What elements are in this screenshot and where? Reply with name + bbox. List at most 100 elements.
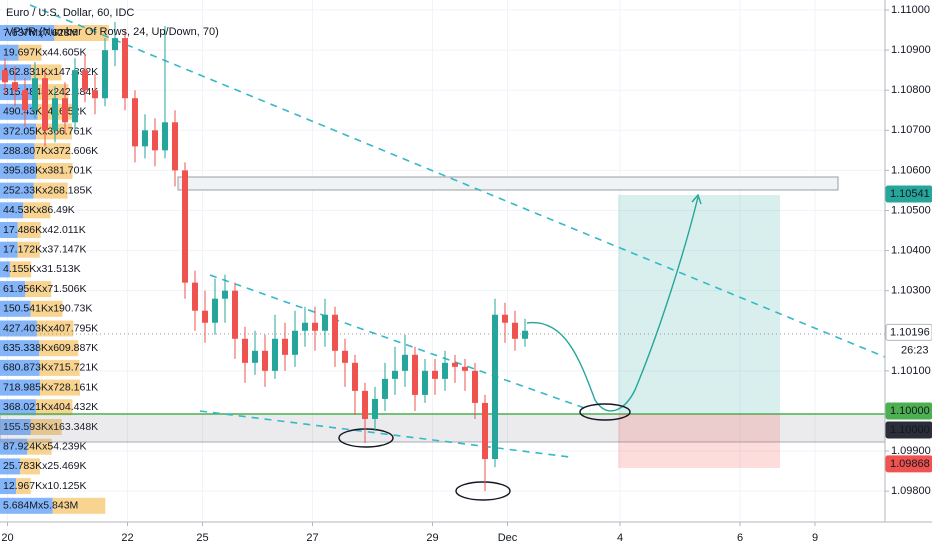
y-tick-label: 1.10700 (891, 124, 931, 136)
candle-body (302, 322, 308, 331)
y-tick-label: 1.10300 (891, 285, 931, 297)
volume-up (0, 359, 40, 376)
axes: 1.11000 1.10900 1.10800 1.10700 1.10600 1.105… (1, 4, 932, 544)
volume-up (0, 458, 20, 475)
volume-up (0, 44, 19, 61)
candle-body (512, 322, 518, 339)
candle-body (12, 82, 18, 91)
candle-body (382, 378, 388, 399)
candle-body (2, 70, 8, 83)
x-tick-label: 4 (617, 532, 623, 544)
volume-down (54, 25, 109, 41)
volume-label: 17.486Kx42.011K (3, 224, 86, 236)
candle-body (262, 350, 268, 371)
volume-label: 17.172Kx37.147K (3, 243, 87, 255)
candle-body (182, 170, 188, 283)
candle-body (252, 350, 258, 363)
candle-body (222, 290, 228, 299)
candles (2, 22, 528, 492)
target-zone (618, 195, 780, 414)
price-marker-label: 1.10541 (890, 188, 930, 200)
volume-label: 680.873Kx715.721K (3, 362, 98, 374)
volume-label: 427.403Kx407.795K (3, 322, 98, 334)
volume-up (0, 241, 18, 258)
candle-body (472, 370, 478, 403)
x-tick-label: 6 (737, 532, 743, 544)
volume-up (0, 182, 34, 199)
volume-up (0, 261, 10, 278)
volume-label: 4.155Kx31.513K (3, 263, 81, 275)
candle-body (502, 314, 508, 323)
volume-up (0, 25, 55, 41)
volume-up (0, 222, 18, 238)
volume-profile: 7.637Mx7.628M19.697Kx44.605K162.831Kx147… (0, 25, 109, 514)
price-marker-label: 1.10000 (890, 405, 930, 417)
y-tick-label: 1.10600 (891, 164, 931, 176)
volume-down (30, 300, 63, 317)
candle-body (132, 98, 138, 147)
x-tick-label: 25 (196, 532, 208, 544)
candle-body (122, 38, 128, 99)
volume-down (27, 438, 52, 455)
y-tick-label: 1.10100 (891, 365, 931, 377)
candle-body (442, 362, 448, 379)
volume-label: 12.967Kx10.125K (3, 480, 87, 492)
volume-up (0, 103, 38, 120)
candle-body (432, 370, 438, 379)
x-tick-label: 27 (306, 532, 318, 544)
candle-body (392, 370, 398, 379)
candle-body (32, 78, 38, 111)
trendline (29, 4, 886, 358)
candle-body (52, 98, 58, 131)
candle-body (402, 354, 408, 371)
arrow-head (691, 193, 702, 205)
x-tick-label: 22 (121, 532, 133, 544)
x-tick-label: Dec (498, 532, 518, 544)
candle-body (92, 90, 98, 99)
y-tick-label: 1.10500 (891, 204, 931, 216)
candle-body (322, 314, 328, 331)
x-tick-label: 20 (1, 532, 13, 544)
y-tick-label: 1.10800 (891, 84, 931, 96)
chart-subtitle: VPVR (Number Of Rows, 24, Up/Down, 70) (6, 26, 219, 38)
volume-down (30, 419, 62, 435)
ellipse (455, 481, 511, 501)
volume-label: 718.985Kx728.161K (3, 381, 98, 393)
candle-body (242, 338, 248, 363)
volume-up (0, 162, 37, 179)
wedge-upper (209, 274, 591, 411)
volume-down (39, 359, 80, 376)
volume-label: 61.956Kx71.506K (3, 283, 87, 295)
volume-down (40, 379, 81, 396)
candle-body (162, 122, 168, 151)
volume-label: 395.88Kx381.701K (3, 165, 92, 177)
y-tick-label: 1.09900 (891, 445, 931, 457)
x-tick-label: 29 (426, 532, 438, 544)
volume-down (36, 162, 73, 179)
price-marker (885, 421, 932, 439)
price-marker (885, 185, 932, 203)
price-marker (885, 323, 932, 341)
y-tick-label: 1.10400 (891, 244, 931, 256)
candle-body (362, 390, 368, 419)
candle-body (142, 130, 148, 147)
candle-body (282, 338, 288, 355)
volume-down (31, 64, 62, 81)
candle-body (202, 310, 208, 323)
volume-label: 155.593Kx163.348K (3, 421, 98, 433)
candle-body (72, 70, 78, 123)
volume-down (25, 281, 52, 298)
candle-body (312, 322, 318, 331)
stop-zone (618, 414, 780, 468)
volume-down (17, 222, 41, 238)
countdown: 26:23 (901, 344, 929, 356)
volume-down (34, 143, 71, 160)
candle-body (42, 78, 48, 131)
volume-down (52, 497, 106, 514)
volume-label: 7.637Mx7.628M (3, 27, 78, 39)
candle-body (452, 362, 458, 367)
volume-down (36, 320, 74, 337)
price-marker-label: 1.10196 (890, 326, 930, 338)
candle-body (342, 350, 348, 363)
